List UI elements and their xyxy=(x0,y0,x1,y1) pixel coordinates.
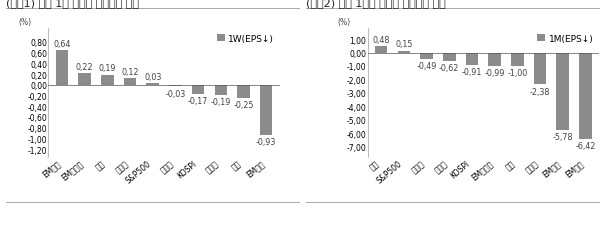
Text: 0,19: 0,19 xyxy=(99,64,116,73)
Bar xyxy=(443,53,456,62)
Text: -0,91: -0,91 xyxy=(462,68,482,77)
Bar xyxy=(488,53,501,67)
Text: 0,64: 0,64 xyxy=(53,40,71,49)
Text: -0,62: -0,62 xyxy=(439,64,459,73)
Text: -5,78: -5,78 xyxy=(552,133,573,142)
Bar xyxy=(466,53,478,65)
Bar xyxy=(534,53,546,85)
Bar xyxy=(192,85,204,94)
Text: -0,03: -0,03 xyxy=(165,89,186,98)
Text: -0,99: -0,99 xyxy=(485,69,505,78)
Text: -2,38: -2,38 xyxy=(530,87,550,96)
Bar xyxy=(511,53,523,67)
Text: 0,03: 0,03 xyxy=(144,72,162,81)
Text: -0,49: -0,49 xyxy=(416,62,437,71)
Text: (%): (%) xyxy=(338,18,351,27)
Bar xyxy=(260,85,272,135)
Text: 0,12: 0,12 xyxy=(121,68,139,77)
Text: -0,93: -0,93 xyxy=(256,137,276,146)
Bar xyxy=(169,85,181,87)
Text: -1,00: -1,00 xyxy=(507,69,528,78)
Bar xyxy=(557,53,569,130)
Bar xyxy=(579,53,592,139)
Text: -0,19: -0,19 xyxy=(211,98,231,107)
Text: (%): (%) xyxy=(18,18,31,27)
Text: -6,42: -6,42 xyxy=(575,141,595,150)
Text: -0,25: -0,25 xyxy=(233,101,253,110)
Text: (그림1) 최근 1주 지역별 이익전망 추이: (그림1) 최근 1주 지역별 이익전망 추이 xyxy=(6,0,139,8)
Text: -0,17: -0,17 xyxy=(188,97,208,106)
Bar xyxy=(375,47,387,53)
Bar xyxy=(146,84,159,85)
Bar xyxy=(397,51,410,53)
Bar xyxy=(79,74,91,85)
Legend: 1W(EPS↓): 1W(EPS↓) xyxy=(216,34,275,45)
Text: 0,22: 0,22 xyxy=(76,62,94,71)
Text: 0,48: 0,48 xyxy=(373,36,390,45)
Bar xyxy=(215,85,227,96)
Text: (그림2) 최근 1개월 지역별 이익전망 추이: (그림2) 최근 1개월 지역별 이익전망 추이 xyxy=(306,0,445,8)
Bar xyxy=(124,79,136,85)
Text: 0,15: 0,15 xyxy=(395,40,413,49)
Bar xyxy=(56,51,68,85)
Bar xyxy=(101,75,114,85)
Bar xyxy=(420,53,433,60)
Legend: 1M(EPS↓): 1M(EPS↓) xyxy=(536,34,595,45)
Bar xyxy=(237,85,250,99)
